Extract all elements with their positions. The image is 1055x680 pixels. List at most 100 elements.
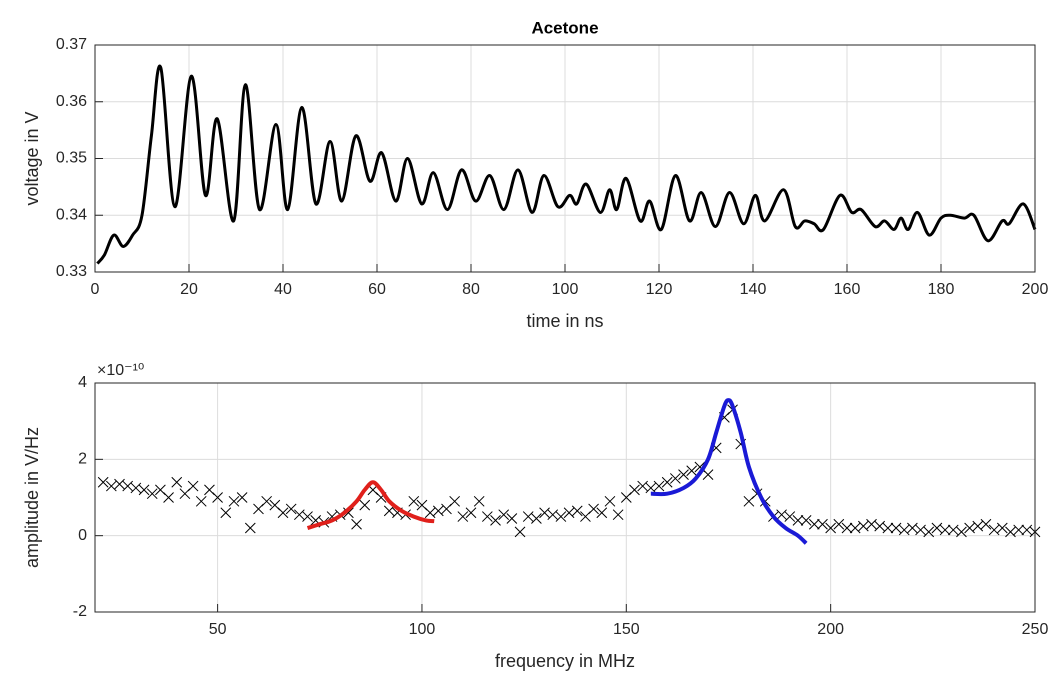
scatter-marker [130, 482, 142, 494]
scatter-marker [776, 509, 787, 521]
scatter-marker [490, 515, 501, 526]
scatter-marker [866, 518, 877, 530]
scatter-marker [571, 505, 583, 517]
x-tick-label: 40 [274, 281, 292, 298]
y-tick-label: 0.33 [56, 263, 87, 280]
scatter-marker [874, 520, 886, 532]
scatter-marker [833, 518, 845, 530]
subplot: 50 100 150 200 250 -2 0 2 4 frequency in MHz ampli… [22, 362, 1049, 671]
scatter-marker [285, 503, 297, 515]
scatter-marker [923, 526, 935, 538]
y-tick-label: 0 [78, 527, 87, 544]
scatter-marker [351, 518, 362, 530]
y-tick-label: 0.36 [56, 93, 87, 110]
scatter-marker [931, 522, 943, 534]
scatter-marker [498, 509, 510, 521]
data-layer [97, 398, 1041, 545]
x-tick-label: 120 [646, 281, 673, 298]
scatter-marker [293, 509, 305, 521]
scatter-marker [122, 480, 134, 492]
axes-box [94, 44, 1036, 273]
scatter-marker [531, 513, 542, 524]
x-tick-label: 200 [1022, 281, 1049, 298]
scatter-marker [915, 524, 926, 536]
x-axis-label: time in ns [526, 311, 603, 331]
scatter-marker [653, 480, 665, 492]
scatter-marker [604, 495, 616, 507]
scatter-marker [882, 522, 894, 534]
plot-area [95, 383, 1035, 612]
scatter-marker [547, 509, 559, 521]
scatter-marker [171, 476, 183, 488]
scatter-marker [522, 511, 534, 522]
scatter-marker [432, 505, 444, 517]
scatter-marker [849, 522, 861, 534]
scatter-marker [784, 511, 796, 522]
scatter-marker [972, 520, 984, 532]
y-tick-label: 2 [78, 451, 87, 468]
scatter-marker [817, 518, 828, 530]
scatter-marker [187, 480, 199, 492]
scatter-marker [661, 476, 673, 488]
data-line [96, 64, 1037, 265]
y-axis-label: voltage in V [22, 111, 42, 205]
scatter-marker [449, 495, 461, 507]
y-tick-label: 4 [78, 374, 87, 391]
y-tick-label: 0.34 [56, 206, 87, 223]
scatter-marker [261, 495, 273, 507]
scatter-marker [596, 507, 608, 519]
chart-title: Acetone [531, 18, 598, 37]
x-tick-label: 180 [928, 281, 955, 298]
x-tick-label: 100 [409, 621, 436, 638]
scatter-marker [947, 524, 959, 536]
scatter-marker [473, 495, 485, 507]
scatter-marker [629, 484, 640, 496]
scatter-marker [964, 522, 975, 534]
x-tick-label: 50 [209, 621, 227, 638]
scatter-marker [907, 522, 918, 534]
scatter-marker [343, 507, 354, 519]
scatter-marker [702, 469, 714, 480]
scatter-marker [277, 507, 289, 519]
scatter-marker [506, 513, 518, 524]
scatter-marker [465, 507, 477, 519]
scatter-marker [857, 520, 869, 532]
data-line [650, 398, 808, 545]
scatter-marker [424, 507, 436, 519]
scatter-marker [686, 465, 698, 477]
scatter-marker [841, 522, 853, 534]
subplot: 0 20 40 60 80 100 120 140 160 180 200 0.33 0.34 0.35 0… [22, 18, 1049, 330]
y-axis-exponent: ×10⁻¹⁰ [97, 362, 144, 379]
axes-box [94, 382, 1036, 613]
scatter-marker [514, 526, 526, 538]
scatter-marker [645, 482, 657, 494]
scatter-marker [792, 515, 804, 526]
scatter-marker [588, 503, 599, 515]
scatter-marker [555, 511, 567, 522]
scatter-marker [939, 524, 951, 536]
scatter-marker [457, 511, 469, 522]
scatter-marker [383, 505, 395, 517]
y-tick-label: 0.37 [56, 36, 87, 53]
scatter-marker [212, 492, 223, 503]
scatter-marker [898, 524, 910, 536]
scatter-marker [637, 480, 649, 492]
scatter-marker [890, 522, 902, 534]
scatter-marker [163, 492, 174, 503]
scatter-marker [1021, 524, 1033, 536]
scatter-marker [481, 511, 493, 522]
x-tick-label: 160 [834, 281, 861, 298]
scatter-marker [138, 484, 150, 496]
scatter-marker [996, 522, 1008, 534]
scatter-marker [980, 518, 992, 530]
scatter-marker [228, 495, 240, 507]
scatter-marker [956, 526, 967, 538]
scatter-marker [105, 480, 117, 492]
scatter-marker [114, 478, 125, 490]
scatter-marker [302, 511, 313, 522]
x-tick-label: 140 [740, 281, 767, 298]
data-layer [96, 64, 1037, 265]
x-tick-label: 250 [1022, 621, 1049, 638]
scatter-marker [1013, 524, 1025, 536]
